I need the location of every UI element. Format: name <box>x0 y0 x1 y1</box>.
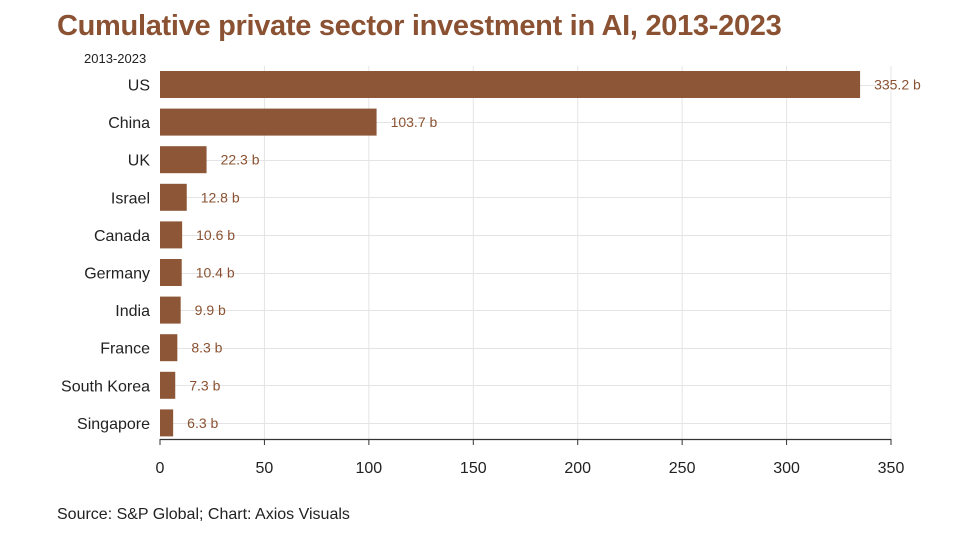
bar-canada <box>160 221 183 249</box>
category-label: Singapore <box>77 416 150 433</box>
bar-india <box>160 296 181 324</box>
value-label: 335.2 b <box>874 77 921 93</box>
value-label: 7.3 b <box>189 377 220 393</box>
category-label: UK <box>128 153 151 170</box>
x-tick-label: 200 <box>564 460 591 477</box>
x-tick-label: 50 <box>256 460 274 477</box>
bar-south-korea <box>160 371 176 399</box>
x-tick-label: 350 <box>878 460 905 477</box>
x-tick-label: 150 <box>460 460 487 477</box>
x-tick-label: 250 <box>669 460 696 477</box>
category-label: China <box>108 115 150 132</box>
category-label: US <box>128 78 150 95</box>
category-labels: US China UK Israel Canada Germany India France S… <box>61 78 150 433</box>
value-label: 9.9 b <box>195 302 226 318</box>
value-label: 10.4 b <box>196 265 235 281</box>
value-labels: 335.2 b 103.7 b 22.3 b 12.8 b 10.6 b 10.4 b 9.… <box>187 77 921 431</box>
category-label: Canada <box>94 228 150 245</box>
bar-israel <box>160 183 187 211</box>
x-tick-label: 300 <box>773 460 800 477</box>
x-tick-label: 100 <box>356 460 383 477</box>
value-label: 8.3 b <box>191 340 222 356</box>
category-label: South Korea <box>61 378 150 395</box>
x-tick-label: 0 <box>156 460 165 477</box>
bar-china <box>160 108 377 136</box>
source-note: Source: S&P Global; Chart: Axios Visuals <box>57 506 350 523</box>
value-label: 6.3 b <box>187 415 218 431</box>
value-label: 10.6 b <box>196 227 235 243</box>
value-label: 22.3 b <box>221 152 260 168</box>
bar-germany <box>160 259 182 286</box>
bar-uk <box>160 146 207 174</box>
bar-france <box>160 334 178 362</box>
category-label: Israel <box>111 190 150 207</box>
category-label: India <box>115 303 150 320</box>
bar-singapore <box>160 409 174 437</box>
x-axis: 0 50 100 150 200 250 300 350 <box>156 438 905 477</box>
bars <box>160 71 861 437</box>
chart-title: Cumulative private sector investment in … <box>57 10 782 42</box>
category-label: Germany <box>84 266 150 283</box>
category-label: France <box>100 341 150 358</box>
chart-subtitle: 2013-2023 <box>84 51 147 66</box>
bar-us <box>160 71 861 98</box>
value-label: 103.7 b <box>391 114 438 130</box>
value-label: 12.8 b <box>201 189 240 205</box>
